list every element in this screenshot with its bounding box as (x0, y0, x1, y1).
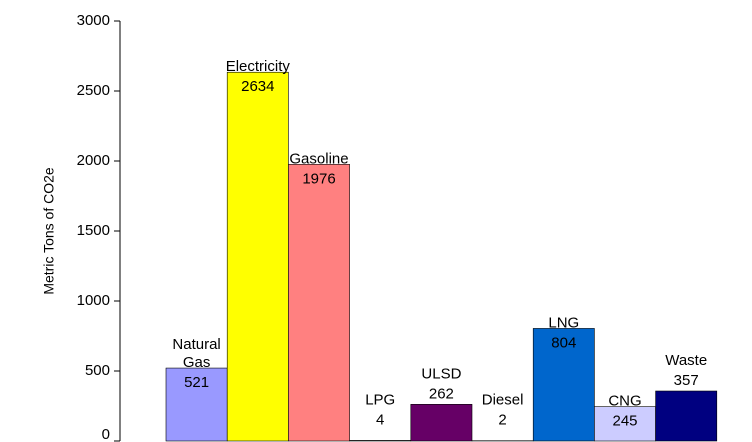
bar (165, 367, 228, 442)
bar (288, 164, 350, 442)
bar (532, 328, 595, 442)
y-axis-title: Metric Tons of CO2e (41, 167, 57, 295)
value-label: 357 (674, 372, 699, 389)
bar (226, 71, 289, 442)
value-label: 4 (376, 411, 384, 428)
y-tick-label: 0 (102, 426, 110, 442)
bar (410, 404, 473, 442)
category-label: Natural Gas (172, 336, 220, 371)
category-label: Waste (665, 352, 707, 369)
value-label: 2634 (241, 78, 274, 95)
value-label: 1976 (302, 170, 335, 187)
y-tick-label: 1500 (77, 222, 110, 239)
category-label: Gasoline (289, 150, 348, 167)
value-label: 2 (498, 412, 506, 429)
value-label: 262 (429, 385, 454, 402)
value-label: 521 (184, 374, 209, 391)
y-tick-label: 2500 (77, 82, 110, 99)
y-tick-label: 3000 (77, 12, 110, 29)
value-label: 245 (612, 413, 637, 430)
category-label: CNG (608, 393, 641, 410)
value-label: 804 (551, 334, 576, 351)
bar (349, 440, 412, 442)
category-label: Diesel (482, 392, 524, 409)
category-label: LNG (548, 314, 579, 331)
y-tick-label: 2000 (77, 152, 110, 169)
category-label: ULSD (421, 365, 461, 382)
y-tick-label: 500 (85, 362, 110, 379)
category-label: LPG (365, 391, 395, 408)
y-tick-label: 1000 (77, 292, 110, 309)
bar (655, 390, 718, 442)
category-label: Electricity (226, 58, 291, 75)
